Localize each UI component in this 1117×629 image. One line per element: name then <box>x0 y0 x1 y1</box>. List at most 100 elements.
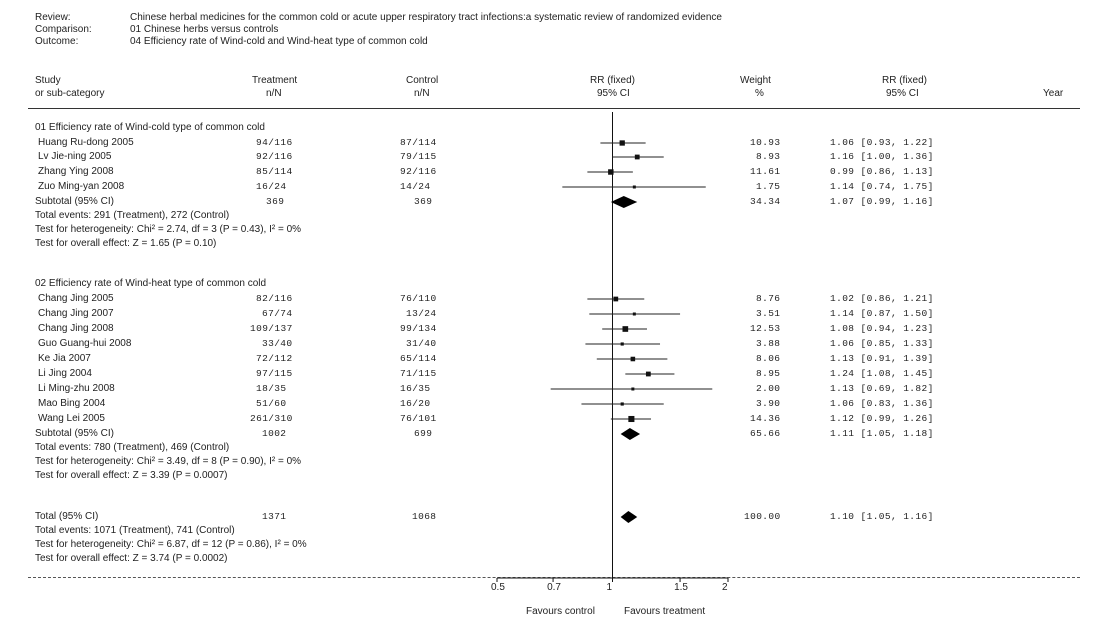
outcome-label: Outcome: <box>35 36 79 47</box>
study-point <box>645 371 651 377</box>
review-title: Chinese herbal medicines for the common … <box>130 12 722 23</box>
study-treatment: 67/74 <box>262 308 293 319</box>
heterogeneity-test: Test for heterogeneity: Chi² = 3.49, df … <box>35 456 302 467</box>
study-treatment: 92/116 <box>256 151 293 162</box>
col-weight-sub: % <box>755 88 764 99</box>
comparison-label: Comparison: <box>35 24 92 35</box>
total-label: Total (95% CI) <box>35 511 99 522</box>
study-ci: 1.14 [0.74, 1.75] <box>830 181 934 192</box>
study-control: 76/101 <box>400 413 437 424</box>
x-tick-label: 0.7 <box>547 582 561 593</box>
subtotal-treatment: 369 <box>266 196 285 207</box>
study-treatment: 261/310 <box>250 413 293 424</box>
study-control: 99/134 <box>400 323 437 334</box>
col-rr-ci-sub: 95% CI <box>886 88 919 99</box>
study-control: 13/24 <box>406 308 437 319</box>
study-control: 76/110 <box>400 293 437 304</box>
study-point <box>632 185 636 189</box>
subtotal-treatment: 1002 <box>262 428 287 439</box>
col-study-sub: or sub-category <box>35 88 105 99</box>
study-weight: 1.75 <box>756 181 781 192</box>
total-events: Total events: 780 (Treatment), 469 (Cont… <box>35 442 230 453</box>
study-weight: 3.88 <box>756 338 781 349</box>
header-rule <box>28 108 1080 109</box>
study-ci: 1.06 [0.93, 1.22] <box>830 137 934 148</box>
outcome-value: 04 Efficiency rate of Wind-cold and Wind… <box>130 36 428 47</box>
study-weight: 3.90 <box>756 398 781 409</box>
study-name: Chang Jing 2005 <box>38 293 114 304</box>
group-title: 02 Efficiency rate of Wind-heat type of … <box>35 278 267 289</box>
overall-effect-test: Test for overall effect: Z = 1.65 (P = 0… <box>35 238 217 249</box>
study-point <box>619 140 625 146</box>
study-weight: 10.93 <box>750 137 781 148</box>
study-weight: 8.76 <box>756 293 781 304</box>
study-weight: 3.51 <box>756 308 781 319</box>
study-point <box>622 326 629 332</box>
total-ci: 1.10 [1.05, 1.16] <box>830 511 934 522</box>
study-control: 92/116 <box>400 166 437 177</box>
total-weight: 100.00 <box>744 511 781 522</box>
study-treatment: 16/24 <box>256 181 287 192</box>
col-treatment: Treatment <box>252 75 298 86</box>
study-name: Wang Lei 2005 <box>38 413 105 424</box>
col-year: Year <box>1043 88 1064 99</box>
subtotal-control: 699 <box>414 428 433 439</box>
study-control: 31/40 <box>406 338 437 349</box>
study-treatment: 97/115 <box>256 368 293 379</box>
study-control: 79/115 <box>400 151 437 162</box>
study-name: Lv Jie-ning 2005 <box>38 151 112 162</box>
study-ci: 1.06 [0.85, 1.33] <box>830 338 934 349</box>
col-control-sub: n/N <box>414 88 430 99</box>
total-events: Total events: 1071 (Treatment), 741 (Con… <box>35 525 235 536</box>
review-label: Review: <box>35 12 71 23</box>
study-ci: 1.24 [1.08, 1.45] <box>830 368 934 379</box>
subtotal-weight: 65.66 <box>750 428 781 439</box>
study-treatment: 18/35 <box>256 383 287 394</box>
study-name: Li Jing 2004 <box>38 368 92 379</box>
x-tick-label: 1 <box>606 582 613 593</box>
col-rr-plot-sub: 95% CI <box>597 88 630 99</box>
x-tick-label: 0.5 <box>491 582 505 593</box>
x-tick-label: 1.5 <box>674 582 688 593</box>
pooled-diamond <box>610 196 638 208</box>
study-treatment: 72/112 <box>256 353 293 364</box>
study-control: 14/24 <box>400 181 431 192</box>
study-ci: 1.14 [0.87, 1.50] <box>830 308 934 319</box>
study-point <box>632 312 636 316</box>
subtotal-label: Subtotal (95% CI) <box>35 196 114 207</box>
study-name: Li Ming-zhu 2008 <box>38 383 115 394</box>
favours-control-label: Favours control <box>526 606 595 617</box>
total-treatment: 1371 <box>262 511 287 522</box>
col-study: Study <box>35 75 61 86</box>
study-name: Guo Guang-hui 2008 <box>38 338 132 349</box>
study-point <box>630 356 636 362</box>
heterogeneity-test: Test for heterogeneity: Chi² = 6.87, df … <box>35 539 307 550</box>
favours-treatment-label: Favours treatment <box>624 606 706 617</box>
study-control: 65/114 <box>400 353 437 364</box>
study-weight: 14.36 <box>750 413 781 424</box>
overall-effect-test: Test for overall effect: Z = 3.39 (P = 0… <box>35 470 228 481</box>
study-point <box>628 415 635 423</box>
study-ci: 1.13 [0.69, 1.82] <box>830 383 934 394</box>
col-control: Control <box>406 75 439 86</box>
subtotal-weight: 34.34 <box>750 196 781 207</box>
group-title: 01 Efficiency rate of Wind-cold type of … <box>35 122 265 133</box>
col-treatment-sub: n/N <box>266 88 282 99</box>
pooled-diamond <box>620 428 641 440</box>
study-ci: 1.02 [0.86, 1.21] <box>830 293 934 304</box>
study-control: 16/35 <box>400 383 431 394</box>
study-control: 16/20 <box>400 398 431 409</box>
total-control: 1068 <box>412 511 437 522</box>
study-control: 87/114 <box>400 137 437 148</box>
study-name: Chang Jing 2008 <box>38 323 114 334</box>
study-treatment: 82/116 <box>256 293 293 304</box>
study-treatment: 109/137 <box>250 323 293 334</box>
study-weight: 12.53 <box>750 323 781 334</box>
x-tick-label: 2 <box>722 582 728 593</box>
study-control: 71/115 <box>400 368 437 379</box>
study-weight: 8.06 <box>756 353 781 364</box>
study-ci: 1.13 [0.91, 1.39] <box>830 353 934 364</box>
study-treatment: 33/40 <box>262 338 293 349</box>
total-events: Total events: 291 (Treatment), 272 (Cont… <box>35 210 230 221</box>
